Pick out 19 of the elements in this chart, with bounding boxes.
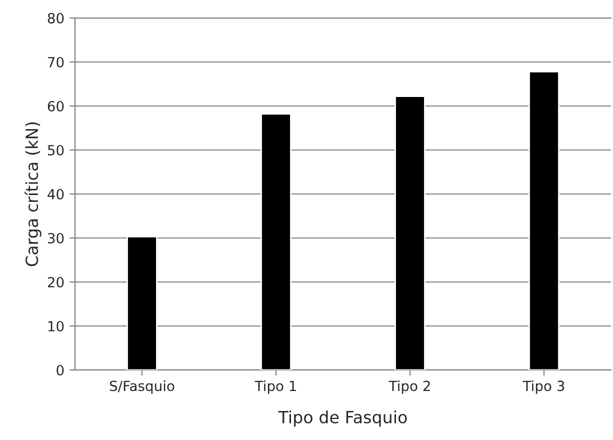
y-tick-label: 30 [48,232,64,244]
x-tick-label: Tipo 2 [388,380,430,394]
x-tick-label: Tipo 3 [522,380,564,394]
y-tick-label: 10 [48,320,64,332]
bar [528,70,560,370]
y-axis-title: Carga crítica (kN) [24,122,42,266]
bar [260,113,292,370]
x-tick-label: S/Fasquio [110,380,174,394]
x-tick-label: Tipo 1 [254,380,296,394]
y-tick-label: 60 [48,100,64,112]
y-tick-label: 80 [48,12,64,24]
bar [126,236,158,370]
y-tick-label: 20 [48,276,64,288]
y-tick-label: 0 [56,364,64,376]
y-tick-label: 50 [48,144,64,156]
y-tick-label: 40 [48,188,64,200]
x-axis-title: Tipo de Fasquio [278,410,407,427]
bar [394,96,426,370]
y-tick-label: 70 [48,56,64,68]
